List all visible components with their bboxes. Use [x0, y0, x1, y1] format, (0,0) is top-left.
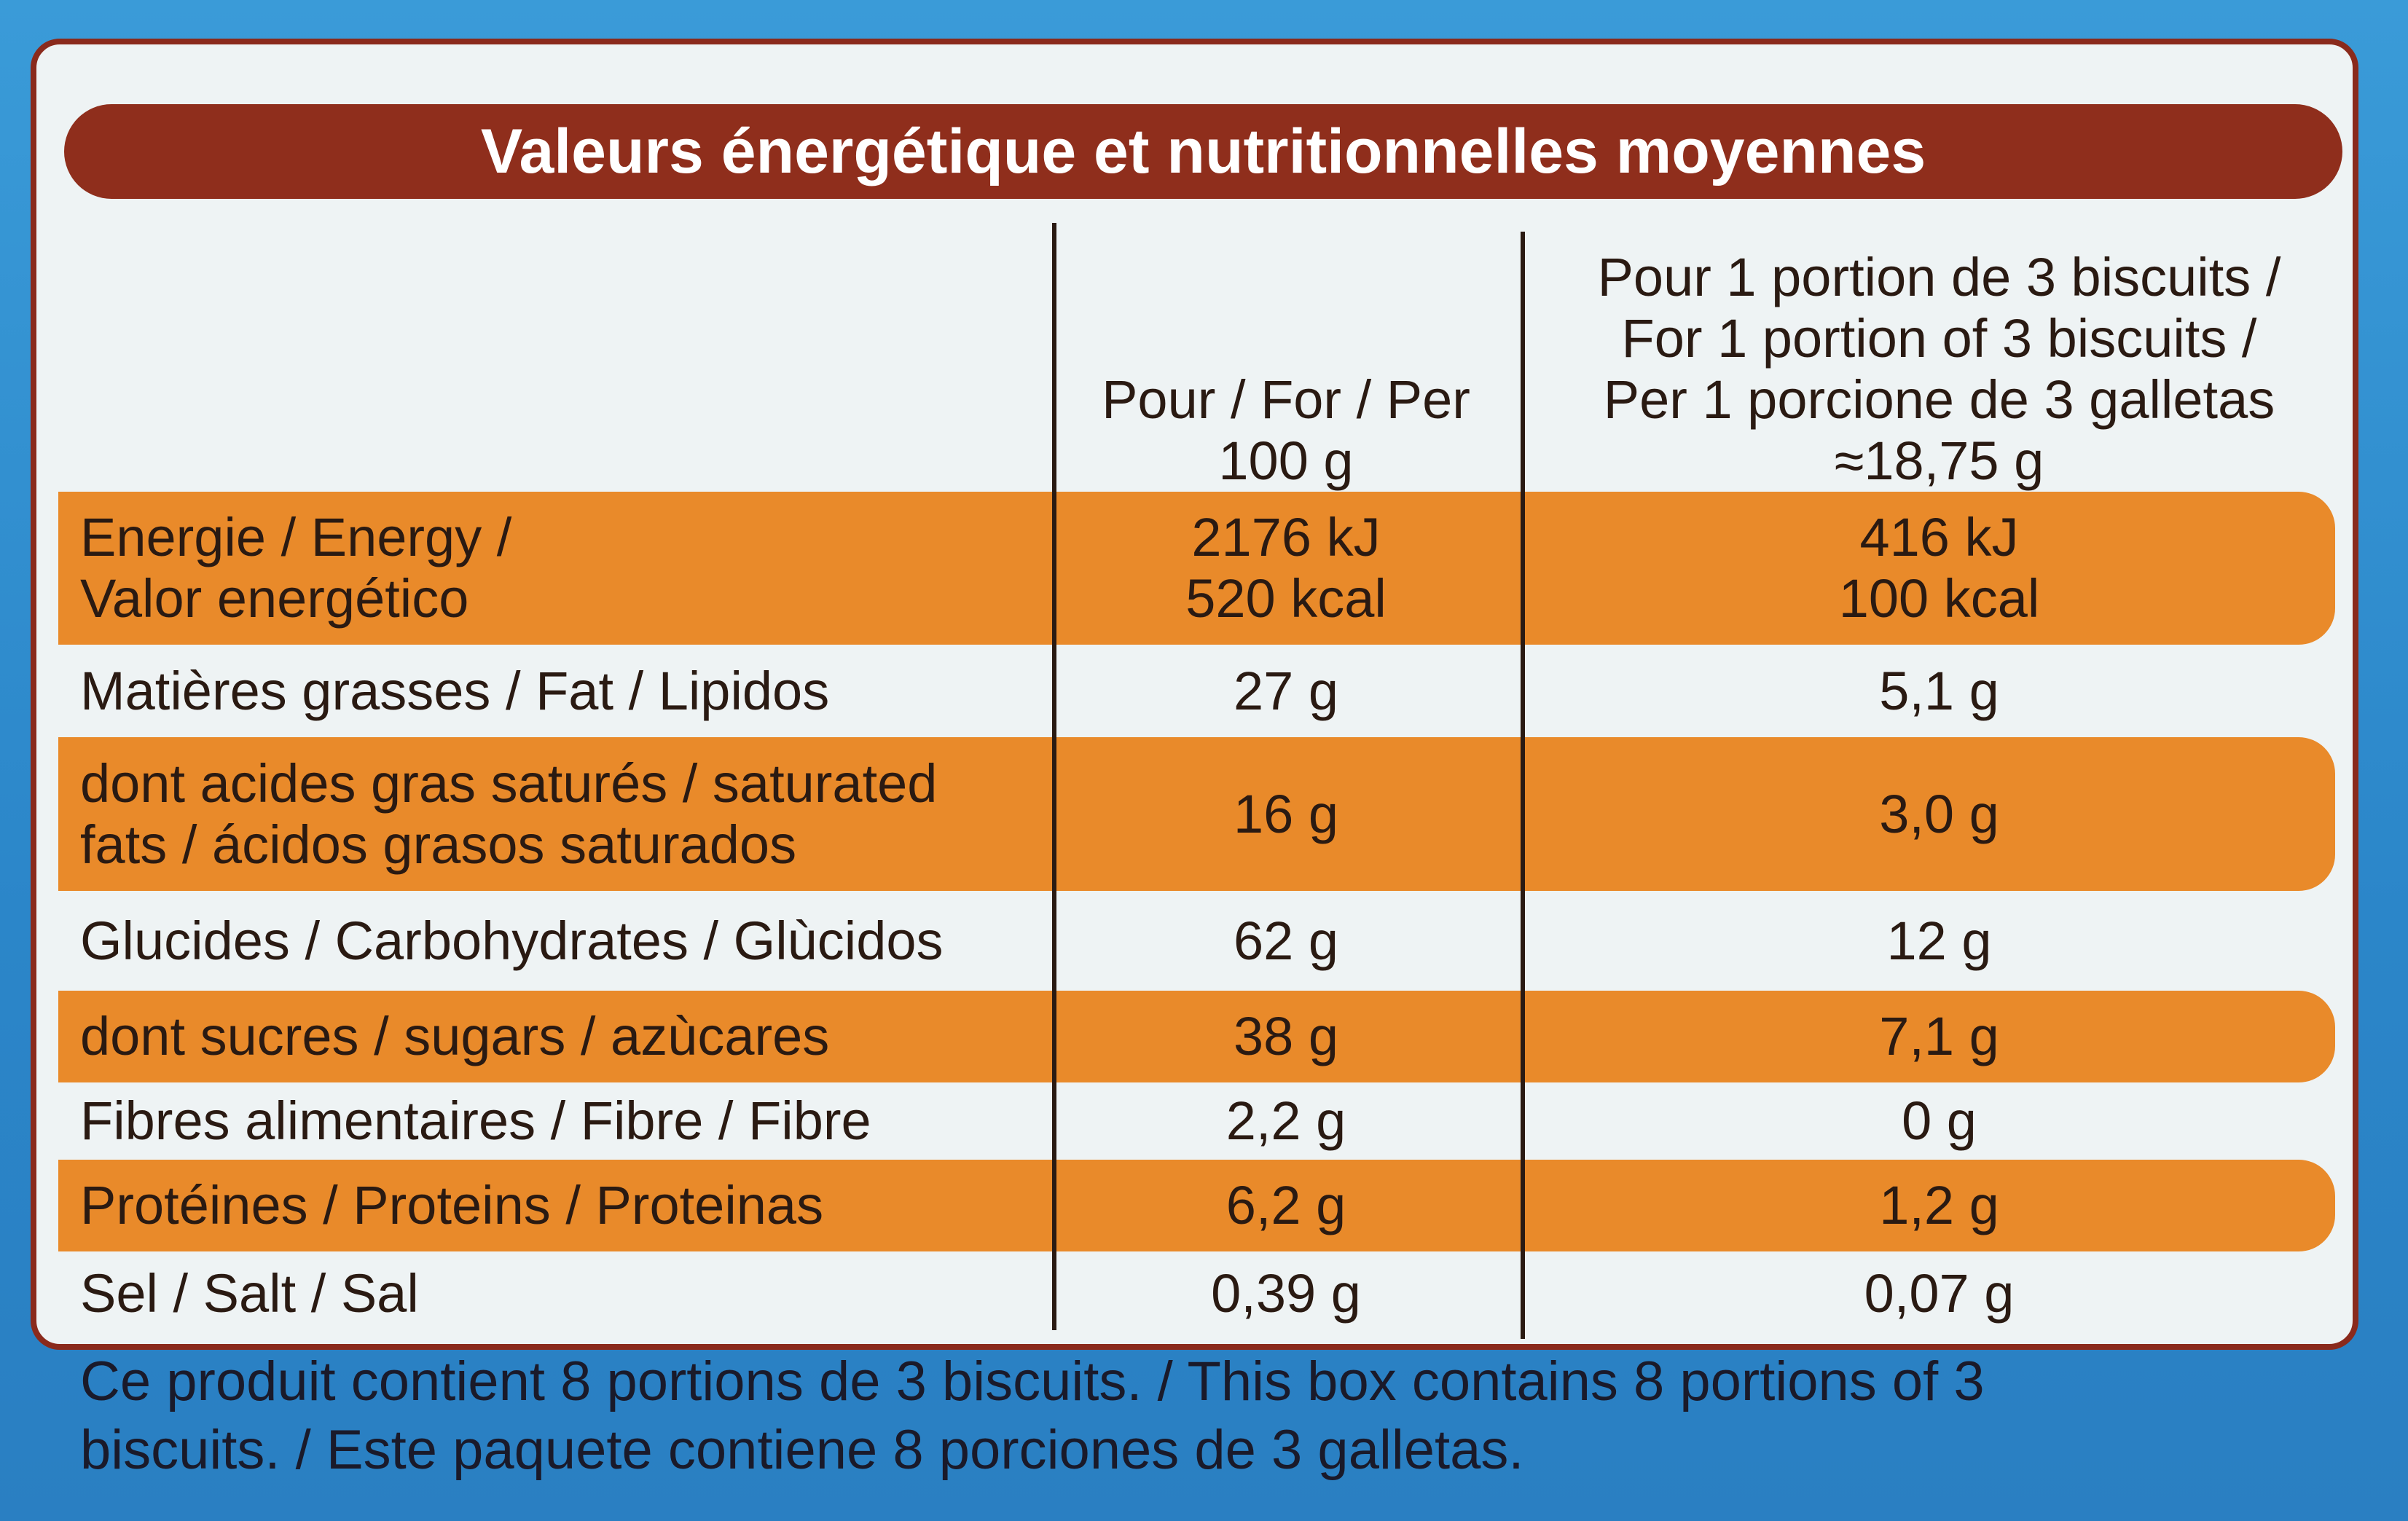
- cell-line: 416 kJ: [1859, 507, 2019, 567]
- value-cell: 2176 kJ 520 kcal: [1056, 492, 1515, 645]
- cell-line: 2176 kJ: [1191, 507, 1381, 567]
- row-label: Energie / Energy / Valor energético: [80, 492, 1035, 645]
- value-cell: 38 g: [1056, 991, 1515, 1082]
- cell-line: dont acides gras saturés / saturated: [80, 752, 938, 814]
- row-band: [58, 1160, 2335, 1251]
- cell-line: 62 g: [1233, 910, 1339, 971]
- cell-line: 38 g: [1233, 1006, 1339, 1066]
- cell-line: 1,2 g: [1879, 1175, 1999, 1235]
- value-cell: 2,2 g: [1056, 1082, 1515, 1160]
- row-label: Matières grasses / Fat / Lipidos: [80, 645, 1035, 737]
- cell-line: 6,2 g: [1225, 1175, 1346, 1235]
- cell-line: 12 g: [1886, 910, 1992, 971]
- cell-line: 27 g: [1233, 660, 1339, 721]
- value-cell: 12 g: [1525, 891, 2353, 991]
- cell-line: fats / ácidos grasos saturados: [80, 814, 797, 875]
- header-line: Pour 1 portion de 3 biscuits /: [1597, 247, 2281, 307]
- panel: [31, 39, 2358, 1350]
- value-cell: 7,1 g: [1525, 991, 2353, 1082]
- row-band: [58, 991, 2335, 1082]
- value-cell: 3,0 g: [1525, 737, 2353, 891]
- cell-line: 2,2 g: [1225, 1090, 1346, 1151]
- footer-line: Ce produit contient 8 portions de 3 bisc…: [80, 1351, 1985, 1412]
- header-line: Pour / For / Per: [1102, 369, 1470, 430]
- header-line: ≈18,75 g: [1834, 431, 2044, 491]
- cell-line: 5,1 g: [1879, 660, 1999, 721]
- row-band: [58, 492, 2335, 645]
- cell-line: Energie / Energy /: [80, 507, 512, 567]
- header-line: For 1 portion of 3 biscuits /: [1621, 308, 2257, 369]
- footer: Ce produit contient 8 portions de 3 bisc…: [80, 1348, 2375, 1485]
- row-label: Sel / Salt / Sal: [80, 1251, 1035, 1336]
- header-line: 100 g: [1218, 431, 1354, 491]
- row-label: dont sucres / sugars / azùcares: [80, 991, 1035, 1082]
- row-label: Glucides / Carbohydrates / Glùcidos: [80, 891, 1035, 991]
- cell-line: 100 kcal: [1838, 568, 2040, 629]
- value-cell: 16 g: [1056, 737, 1515, 891]
- cell-line: Matières grasses / Fat / Lipidos: [80, 660, 830, 721]
- cell-line: 3,0 g: [1879, 783, 1999, 844]
- row-label: Fibres alimentaires / Fibre / Fibre: [80, 1082, 1035, 1160]
- value-cell: 416 kJ 100 kcal: [1525, 492, 2353, 645]
- value-cell: 62 g: [1056, 891, 1515, 991]
- value-cell: 0 g: [1525, 1082, 2353, 1160]
- row-label: Protéines / Proteins / Proteinas: [80, 1160, 1035, 1251]
- value-cell: 6,2 g: [1056, 1160, 1515, 1251]
- footer-line: biscuits. / Este paquete contiene 8 porc…: [80, 1419, 1524, 1481]
- header-cell: Pour / For / Per 100 g: [1056, 219, 1515, 492]
- cell-line: Protéines / Proteins / Proteinas: [80, 1175, 824, 1235]
- cell-line: 7,1 g: [1879, 1006, 1999, 1066]
- cell-line: 520 kcal: [1185, 568, 1387, 629]
- cell-line: dont sucres / sugars / azùcares: [80, 1006, 830, 1066]
- row-label: dont acides gras saturés / saturated fats…: [80, 737, 1035, 891]
- cell-line: 0,39 g: [1211, 1263, 1361, 1324]
- cell-line: Sel / Salt / Sal: [80, 1263, 419, 1324]
- value-cell: 1,2 g: [1525, 1160, 2353, 1251]
- value-cell: 27 g: [1056, 645, 1515, 737]
- cell-line: Glucides / Carbohydrates / Glùcidos: [80, 910, 944, 971]
- value-cell: 0,39 g: [1056, 1251, 1515, 1336]
- header-cell: Pour 1 portion de 3 biscuits / For 1 port…: [1525, 219, 2353, 492]
- value-cell: 0,07 g: [1525, 1251, 2353, 1336]
- cell-line: 0 g: [1902, 1090, 1977, 1151]
- cell-line: 0,07 g: [1864, 1263, 2015, 1324]
- column-divider: [1521, 232, 1525, 1339]
- cell-line: Fibres alimentaires / Fibre / Fibre: [80, 1090, 871, 1151]
- cell-line: 16 g: [1233, 783, 1339, 844]
- cell-line: Valor energético: [80, 568, 469, 629]
- column-divider: [1052, 223, 1056, 1330]
- value-cell: 5,1 g: [1525, 645, 2353, 737]
- header-line: Per 1 porcione de 3 galletas: [1603, 369, 2275, 430]
- title: Valeurs énergétique et nutritionnelles m…: [64, 104, 2342, 199]
- row-band: [58, 737, 2335, 891]
